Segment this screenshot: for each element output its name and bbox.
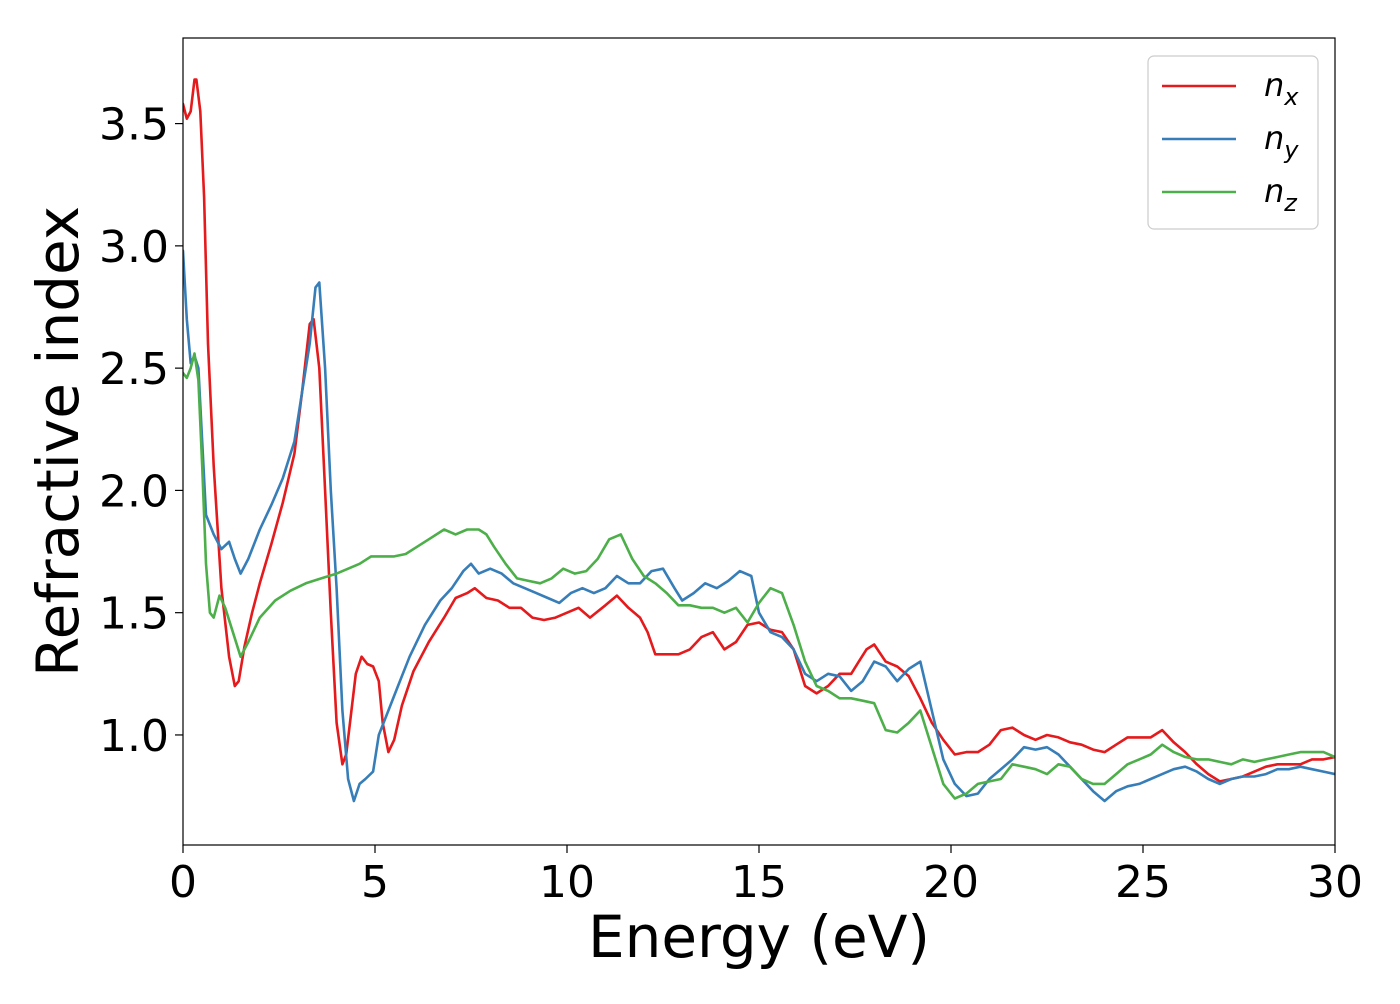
x-axis-label: Energy (eV) xyxy=(588,903,930,971)
x-tick-label: 25 xyxy=(1115,857,1171,908)
x-tick-label: 10 xyxy=(539,857,595,908)
series-line-n-x xyxy=(183,78,1335,783)
legend-box xyxy=(1147,55,1319,230)
y-tick-label: 3.5 xyxy=(99,100,169,151)
x-tick-label: 15 xyxy=(731,857,787,908)
series-line-n-y xyxy=(183,249,1335,803)
legend-label-n-y: ny xyxy=(1264,119,1299,164)
y-tick-label: 2.5 xyxy=(99,344,169,395)
x-tick-label: 20 xyxy=(923,857,979,908)
x-tick-label: 5 xyxy=(361,857,389,908)
axis-layer: 0 5 10 15 20 25 30 1.0 1.5 2.0 2.5 3.0 3.5 Energy (eV… xyxy=(24,37,1363,971)
y-tick-label: 1.0 xyxy=(99,711,169,762)
y-tick-label: 1.5 xyxy=(99,589,169,640)
series-line-n-z xyxy=(183,352,1335,800)
x-tick-label: 0 xyxy=(169,857,197,908)
y-tick-label: 2.0 xyxy=(99,466,169,517)
y-axis-label: Refractive index xyxy=(24,206,92,677)
x-tick-label: 30 xyxy=(1307,857,1363,908)
y-tick-label: 3.0 xyxy=(99,222,169,273)
series-layer xyxy=(183,78,1335,803)
